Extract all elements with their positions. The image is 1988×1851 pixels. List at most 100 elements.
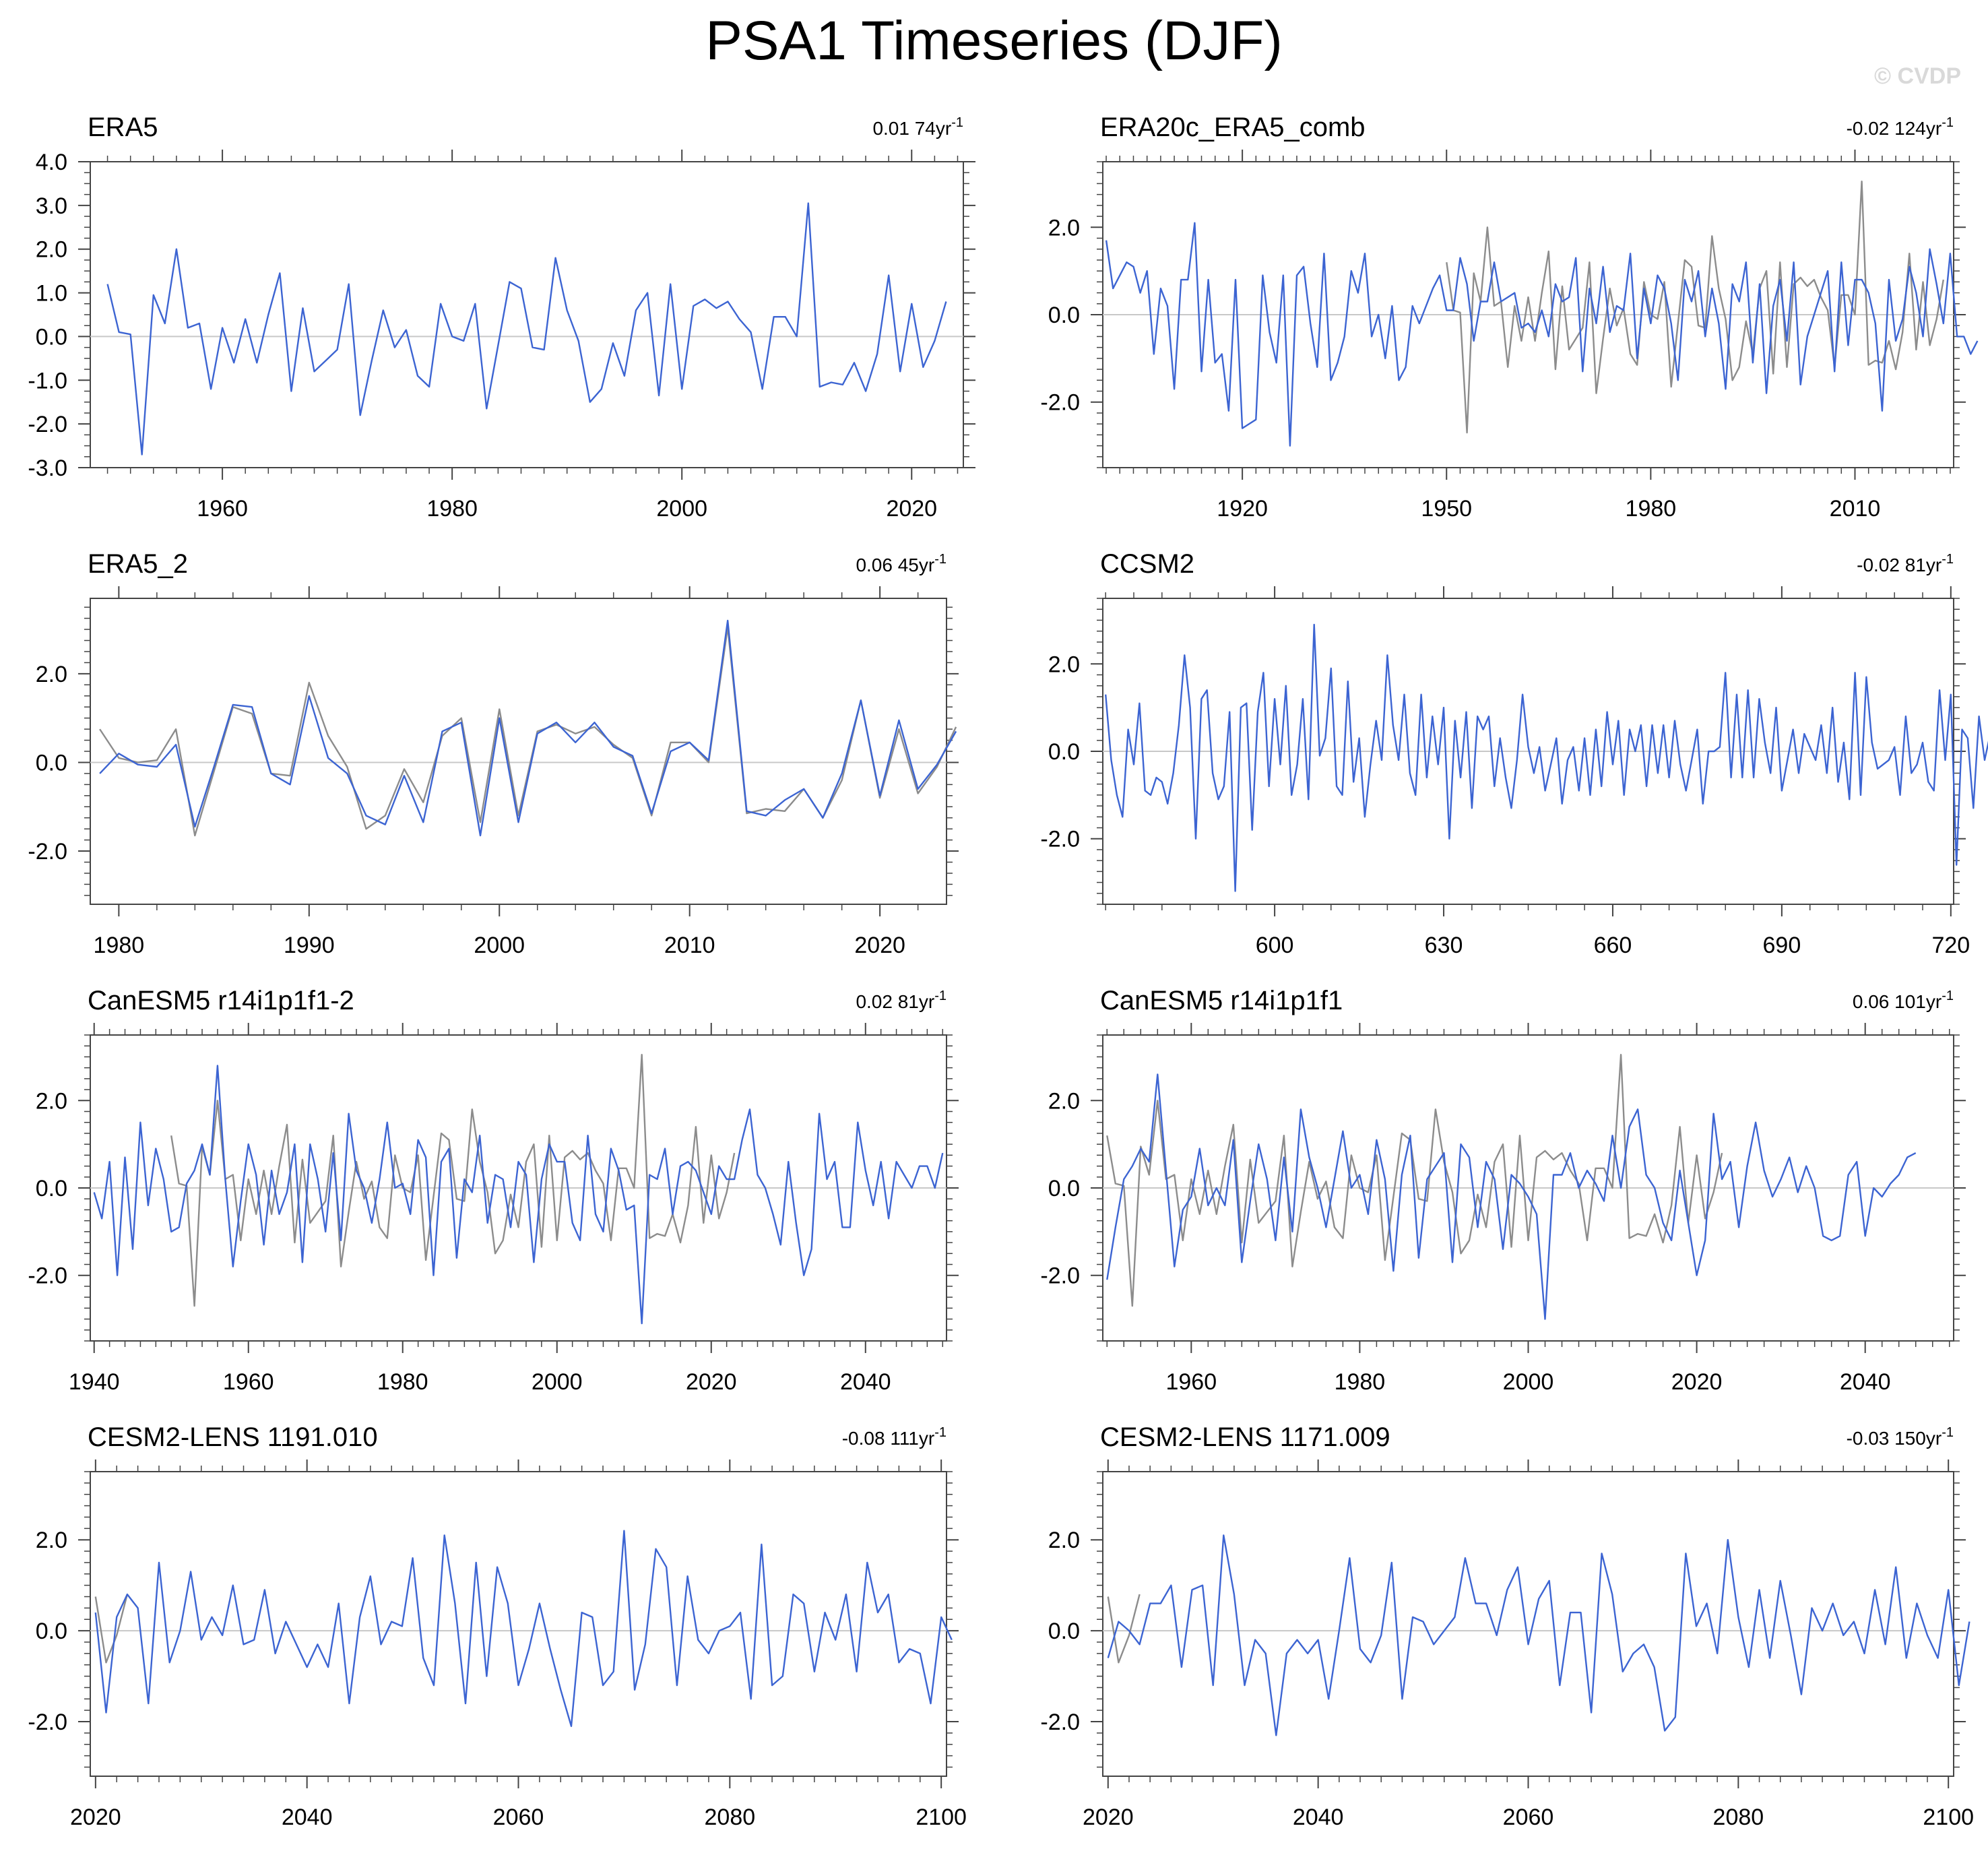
- y-tick-label: -2.0: [1040, 390, 1080, 416]
- x-tick-label: 1940: [69, 1369, 120, 1395]
- x-tick-label: 2010: [664, 933, 715, 958]
- x-tick-label: 2010: [1830, 496, 1881, 522]
- panel-title: ERA5_2: [88, 549, 188, 579]
- y-tick-label: 2.0: [36, 1088, 67, 1114]
- panel-3: -2.0 0.0 2.0 1980 1990 2000 2010 2020 ERA5_2 0.06…: [28, 549, 959, 958]
- x-tick-label: 630: [1425, 933, 1463, 958]
- series-line-reference: [1106, 1053, 1723, 1307]
- x-tick-label: 660: [1594, 933, 1632, 958]
- y-tick-label: -2.0: [1040, 1709, 1080, 1735]
- x-tick-label: 2020: [686, 1369, 737, 1395]
- y-tick-label: 4.0: [36, 150, 67, 175]
- x-tick-label: 2020: [1671, 1369, 1723, 1395]
- y-tick-label: 0.0: [1048, 739, 1080, 765]
- x-tick-label: 2020: [886, 496, 937, 522]
- x-tick-label: 2060: [493, 1805, 544, 1830]
- y-tick-label: -2.0: [1040, 827, 1080, 852]
- series-line-reference: [1446, 181, 1944, 434]
- panel-title: CESM2-LENS 1171.009: [1100, 1422, 1390, 1452]
- x-tick-label: 2040: [282, 1805, 333, 1830]
- x-tick-label: 2040: [1840, 1369, 1891, 1395]
- trend-label: 0.06 101yr-1: [1853, 989, 1954, 1012]
- series-line-primary: [1105, 623, 1988, 892]
- x-tick-label: 2000: [532, 1369, 583, 1395]
- y-tick-label: -2.0: [28, 839, 67, 865]
- y-tick-label: 0.0: [36, 1176, 67, 1201]
- panel-7: -2.0 0.0 2.0 2020 2040 2060 2080 2100 CESM2-LENS…: [28, 1422, 967, 1830]
- y-tick-label: 1.0: [36, 281, 67, 307]
- x-tick-label: 1960: [1165, 1369, 1217, 1395]
- y-tick-label: -1.0: [28, 368, 67, 394]
- panel-title: ERA5: [88, 113, 158, 142]
- panel-title: CESM2-LENS 1191.010: [88, 1422, 378, 1452]
- tick-marks: [78, 1460, 959, 1788]
- y-tick-label: 2.0: [1048, 1088, 1080, 1114]
- panel-5: -2.0 0.0 2.0 1940 1960 1980 2000 2020 2040 CanESM…: [28, 986, 959, 1395]
- y-tick-label: 0.0: [36, 324, 67, 350]
- x-tick-label: 2000: [656, 496, 707, 522]
- trend-label: 0.06 45yr-1: [856, 552, 947, 575]
- cvdp-credit: © CVDP: [1874, 63, 1961, 89]
- y-tick-label: 0.0: [1048, 1619, 1080, 1644]
- x-tick-label: 2060: [1503, 1805, 1554, 1830]
- y-tick-label: 3.0: [36, 193, 67, 219]
- x-tick-label: 1960: [223, 1369, 274, 1395]
- x-tick-label: 2100: [916, 1805, 967, 1830]
- series-line-primary: [1107, 1534, 1970, 1736]
- x-tick-label: 2080: [1713, 1805, 1764, 1830]
- y-tick-label: -2.0: [28, 1709, 67, 1735]
- series-line-primary: [99, 619, 957, 837]
- y-tick-label: 0.0: [1048, 303, 1080, 328]
- y-tick-label: 2.0: [36, 237, 67, 263]
- x-tick-label: 1920: [1217, 496, 1268, 522]
- y-tick-label: 0.0: [1048, 1176, 1080, 1201]
- series-line-reference: [94, 1594, 129, 1664]
- plot-frame: [90, 1471, 947, 1777]
- x-tick-label: 2100: [1923, 1805, 1974, 1830]
- y-tick-label: 2.0: [36, 662, 67, 687]
- x-tick-label: 2000: [1503, 1369, 1554, 1395]
- x-tick-label: 2000: [474, 933, 525, 958]
- series-line-primary: [94, 1530, 953, 1728]
- x-tick-label: 2020: [854, 933, 905, 958]
- series-line-primary: [1106, 1073, 1917, 1320]
- x-tick-label: 1950: [1421, 496, 1472, 522]
- y-tick-label: -2.0: [28, 412, 67, 437]
- y-tick-label: -2.0: [28, 1263, 67, 1289]
- panel-title: ERA20c_ERA5_comb: [1100, 113, 1366, 142]
- x-tick-label: 690: [1763, 933, 1801, 958]
- panel-title: CanESM5 r14i1p1f1: [1100, 986, 1343, 1015]
- series-line-reference: [99, 626, 957, 837]
- x-tick-label: 2020: [70, 1805, 121, 1830]
- y-tick-label: 0.0: [36, 750, 67, 776]
- x-tick-label: 1980: [1626, 496, 1677, 522]
- y-tick-label: 2.0: [36, 1528, 67, 1553]
- tick-marks: [1091, 586, 1966, 916]
- y-tick-label: 0.0: [36, 1619, 67, 1644]
- tick-marks: [78, 586, 959, 916]
- y-tick-label: 2.0: [1048, 215, 1080, 241]
- panel-6: -2.0 0.0 2.0 1960 1980 2000 2020 2040 CanESM5 r1…: [1040, 986, 1966, 1395]
- panel-title: CanESM5 r14i1p1f1-2: [88, 986, 354, 1015]
- tick-marks: [78, 1023, 959, 1353]
- x-tick-label: 1980: [94, 933, 145, 958]
- tick-marks: [1091, 150, 1966, 480]
- tick-marks: [1091, 1460, 1966, 1788]
- x-tick-label: 1960: [197, 496, 248, 522]
- trend-label: -0.02 124yr-1: [1847, 115, 1954, 139]
- series-line-reference: [170, 1053, 736, 1307]
- trend-label: -0.08 111yr-1: [842, 1425, 947, 1449]
- x-tick-label: 1980: [1335, 1369, 1386, 1395]
- panel-2: -2.0 0.0 2.0 1920 1950 1980 2010 ERA20c_ERA5_co…: [1040, 113, 1979, 522]
- x-tick-label: 2040: [1293, 1805, 1344, 1830]
- series-line-reference: [1107, 1594, 1141, 1664]
- trend-label: 0.02 81yr-1: [856, 989, 947, 1012]
- x-tick-label: 2040: [840, 1369, 891, 1395]
- panel-8: -2.0 0.0 2.0 2020 2040 2060 2080 2100 CESM2-LENS…: [1040, 1422, 1974, 1830]
- panel-title: CCSM2: [1100, 549, 1194, 579]
- series-line-primary: [106, 202, 947, 456]
- y-tick-label: -2.0: [1040, 1263, 1080, 1289]
- figure-title: PSA1 Timeseries (DJF): [705, 10, 1283, 71]
